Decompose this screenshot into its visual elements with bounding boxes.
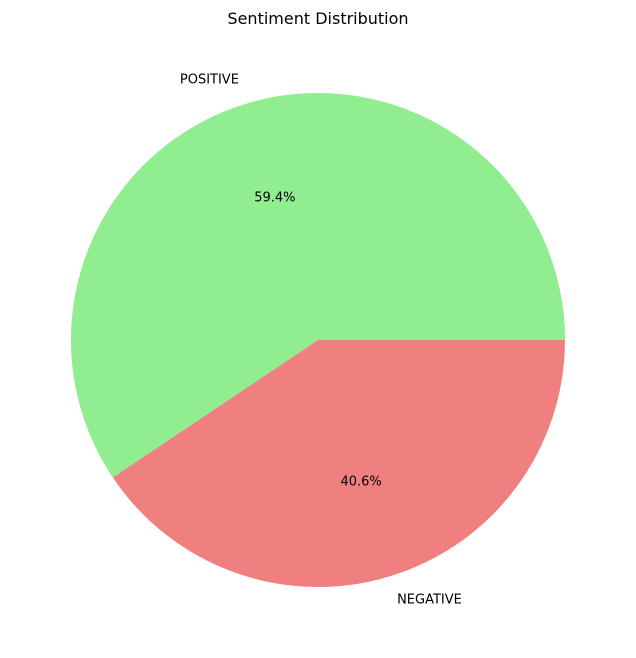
chart-title: Sentiment Distribution <box>227 9 408 28</box>
slice-pct-label-positive: 59.4% <box>254 191 295 206</box>
pie-slice-positive <box>71 92 565 478</box>
pie-slice-negative <box>112 340 566 587</box>
pie-labels: POSITIVE 59.4% NEGATIVE 40.6% <box>180 73 462 608</box>
slice-label-negative: NEGATIVE <box>397 592 462 607</box>
pie-slices <box>71 92 566 587</box>
slice-pct-label-negative: 40.6% <box>340 474 381 489</box>
slice-label-positive: POSITIVE <box>180 73 239 88</box>
